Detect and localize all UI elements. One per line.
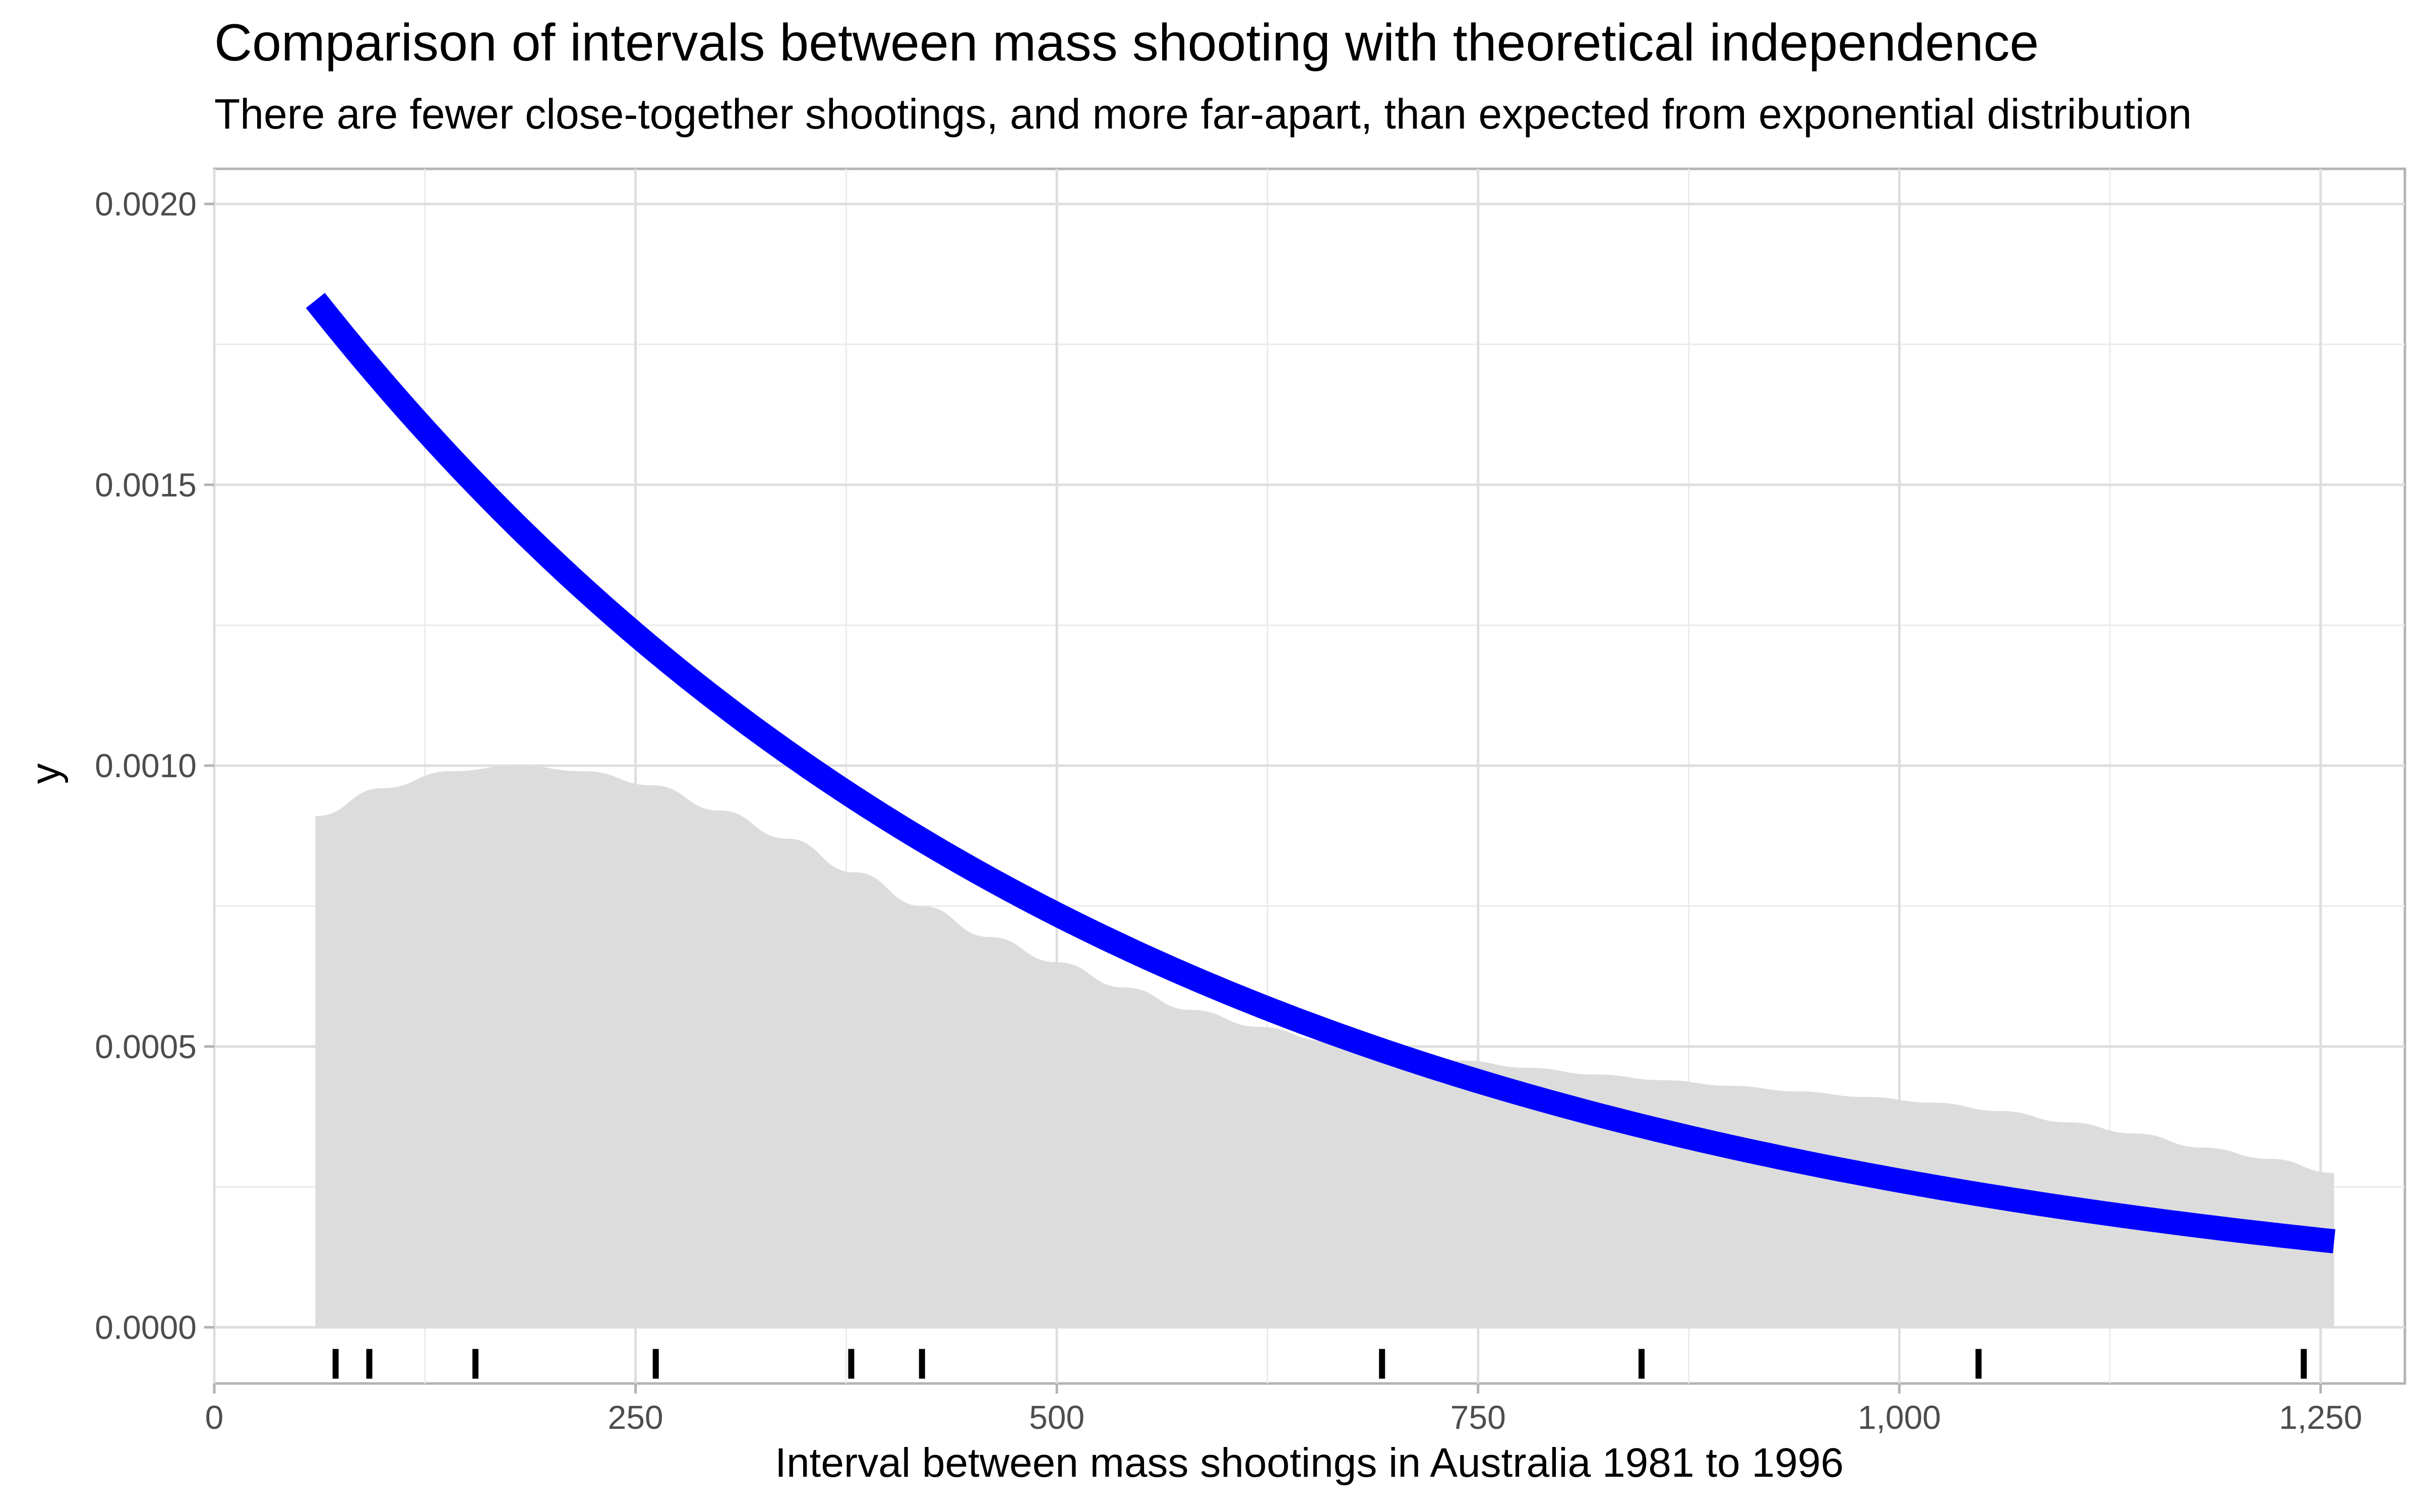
x-tick-label: 1,000 (1858, 1399, 1941, 1436)
x-tick-label: 500 (1029, 1399, 1084, 1436)
y-tick-label: 0.0000 (95, 1309, 197, 1346)
x-tick-label: 750 (1450, 1399, 1506, 1436)
exponential-line (306, 293, 2336, 1253)
y-tick-label: 0.0020 (95, 185, 197, 223)
x-tick-label: 0 (205, 1399, 224, 1436)
series-layer (306, 293, 2336, 1328)
y-tick-label: 0.0015 (95, 466, 197, 503)
rug-layer (332, 1349, 2307, 1379)
x-tick-label: 250 (608, 1399, 663, 1436)
x-axis-title: Interval between mass shootings in Austr… (775, 1440, 1844, 1486)
axis-layer: 0 250 500 750 1,000 1,250 0.0000 0.0005 0.0010 0.… (95, 185, 2362, 1436)
y-tick-label: 0.0010 (95, 747, 197, 784)
y-axis-title: y (23, 764, 69, 784)
x-tick-label: 1,250 (2279, 1399, 2362, 1436)
density-area (315, 766, 2334, 1328)
chart-title: Comparison of intervals between mass sho… (214, 14, 2039, 72)
chart-subtitle: There are fewer close-together shootings… (214, 90, 2192, 138)
y-tick-label: 0.0005 (95, 1028, 197, 1065)
